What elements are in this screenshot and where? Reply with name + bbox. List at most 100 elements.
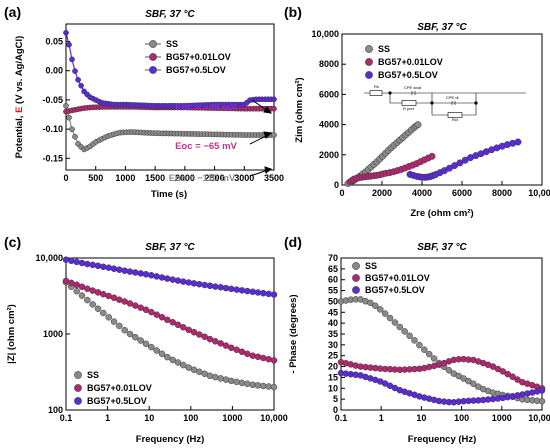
data-point-ss xyxy=(386,314,394,322)
data-point-bg57-001 xyxy=(271,105,277,112)
legend-label-ss: SS xyxy=(365,261,377,271)
legend-label-bg57-001: BG57+0.01LOV xyxy=(365,273,430,283)
data-point-ss xyxy=(72,133,78,140)
panel-d-legend: SS BG57+0.01LOV BG57+0.5LOV xyxy=(352,261,430,295)
arrow-head-bg57-05 xyxy=(263,106,273,114)
data-point-bg57-05 xyxy=(63,29,69,36)
y-tick-label: 10,000 xyxy=(35,253,63,263)
data-point-bg57-05 xyxy=(217,284,224,291)
panel-c-label: (c) xyxy=(4,234,21,250)
data-point-ss xyxy=(265,383,272,390)
x-tick-label: 10,000 xyxy=(528,188,550,198)
data-point-ss xyxy=(169,356,176,364)
x-tick-label: 2500 xyxy=(205,173,225,183)
data-point-ss xyxy=(271,132,277,138)
data-point-bg57-05 xyxy=(222,284,230,292)
circuit-label-rct: Rct xyxy=(452,117,459,122)
data-point-ss xyxy=(100,309,107,317)
data-point-bg57-05 xyxy=(66,41,72,48)
data-point-ss xyxy=(260,382,267,390)
panel-d-ylabel: - Phase (degrees) xyxy=(288,294,299,373)
legend-marker-ss xyxy=(74,371,82,379)
legend-label-bg57-05: BG57+0.5LOV xyxy=(378,70,438,80)
x-tick-label: 0.1 xyxy=(60,413,73,423)
data-point-bg57-05 xyxy=(132,269,139,276)
panel-a-xlabel: Time (s) xyxy=(151,189,187,200)
x-tick-label: 3500 xyxy=(264,173,284,183)
data-point-bg57-05 xyxy=(206,282,214,290)
data-point-ss xyxy=(222,376,230,383)
data-point-bg57-001 xyxy=(116,296,123,303)
data-point-ss xyxy=(126,330,134,338)
data-point-bg57-05 xyxy=(73,258,80,266)
data-point-bg57-05 xyxy=(148,272,155,279)
x-tick-label: 1 xyxy=(105,413,110,423)
panel-d-series xyxy=(337,296,546,406)
data-point-bg57-05 xyxy=(62,256,70,263)
x-tick-label: 2000 xyxy=(175,173,195,183)
data-point-bg57-05 xyxy=(164,275,171,282)
arrow-eoc-ss xyxy=(249,169,269,177)
data-point-bg57-05 xyxy=(100,263,107,271)
data-point-ss xyxy=(63,102,69,109)
data-point-bg57-05 xyxy=(110,265,118,272)
panel-a-ylabel: Potential, E (V vs. Ag/AgCl) xyxy=(14,36,25,159)
y-tick-label: 0.00 xyxy=(45,66,63,76)
x-tick-label: 1000 xyxy=(115,173,135,183)
circuit-node xyxy=(430,101,434,105)
panel-a-title: SBF, 37 °C xyxy=(145,9,195,20)
data-point-ss xyxy=(121,326,128,334)
data-point-ss xyxy=(465,377,472,385)
data-point-bg57-001 xyxy=(174,321,182,329)
annotation-arrows xyxy=(249,99,273,177)
circuit-label-cpe-slrat: CPE sIrat xyxy=(404,85,422,90)
data-point-bg57-05 xyxy=(89,261,96,269)
legend-label-bg57-001: BG57+0.01LOV xyxy=(87,383,152,393)
y-tick-label: 100 xyxy=(48,405,63,415)
legend-label-ss: SS xyxy=(87,370,99,380)
panel-a: (a) SBF, 37 °C Time (s) Potential, E (V … xyxy=(4,4,284,200)
data-point-ss xyxy=(372,302,379,310)
annotation-eoc-bg57-05: Eoc = −49 mV xyxy=(175,102,237,113)
data-point-bg57-05 xyxy=(270,291,278,298)
data-point-ss xyxy=(233,378,240,386)
x-tick-label: 8000 xyxy=(492,188,512,198)
x-tick-label: 0.1 xyxy=(335,413,348,423)
data-point-bg57-05 xyxy=(538,387,546,394)
data-point-bg57-001 xyxy=(196,331,203,338)
y-tick-label: 30 xyxy=(328,340,338,350)
circuit-label-rs: Rs xyxy=(374,84,379,89)
data-point-bg57-05 xyxy=(84,260,91,268)
legend-label-ss: SS xyxy=(378,44,390,54)
data-point-ss xyxy=(89,301,96,308)
y-tick-label: 0.05 xyxy=(45,37,63,47)
legend-marker-bg57-05 xyxy=(149,66,157,74)
data-point-bg57-001 xyxy=(84,285,91,292)
panel-a-ylabel-part3: (V vs. Ag/AgCl) xyxy=(14,36,25,107)
legend-marker-ss xyxy=(365,45,373,53)
panel-c-series xyxy=(62,256,278,391)
data-point-ss xyxy=(270,383,278,391)
y-tick-label: 15 xyxy=(328,372,338,382)
data-point-bg57-05 xyxy=(212,283,219,290)
data-point-bg57-05 xyxy=(94,262,102,270)
y-tick-label: 20 xyxy=(328,362,338,372)
data-point-bg57-05 xyxy=(121,267,128,274)
panel-b-series xyxy=(344,121,522,187)
data-point-ss xyxy=(396,323,404,331)
data-point-ss xyxy=(73,287,80,295)
equivalent-circuit-diagram xyxy=(364,90,526,118)
panel-c-xlabel: Frequency (Hz) xyxy=(136,434,205,445)
data-point-bg57-001 xyxy=(148,308,155,316)
data-point-bg57-05 xyxy=(142,271,150,278)
x-tick-label: 1000 xyxy=(492,413,512,423)
data-point-bg57-05 xyxy=(69,56,75,63)
x-tick-label: 1 xyxy=(379,413,384,423)
data-point-ss xyxy=(406,332,413,340)
data-point-ss xyxy=(142,340,150,348)
panel-a-ylabel-part2: E xyxy=(14,107,25,113)
y-tick-label: -0.15 xyxy=(42,153,63,163)
circuit-resistor-rporr xyxy=(401,100,417,106)
data-point-bg57-05 xyxy=(137,270,144,277)
